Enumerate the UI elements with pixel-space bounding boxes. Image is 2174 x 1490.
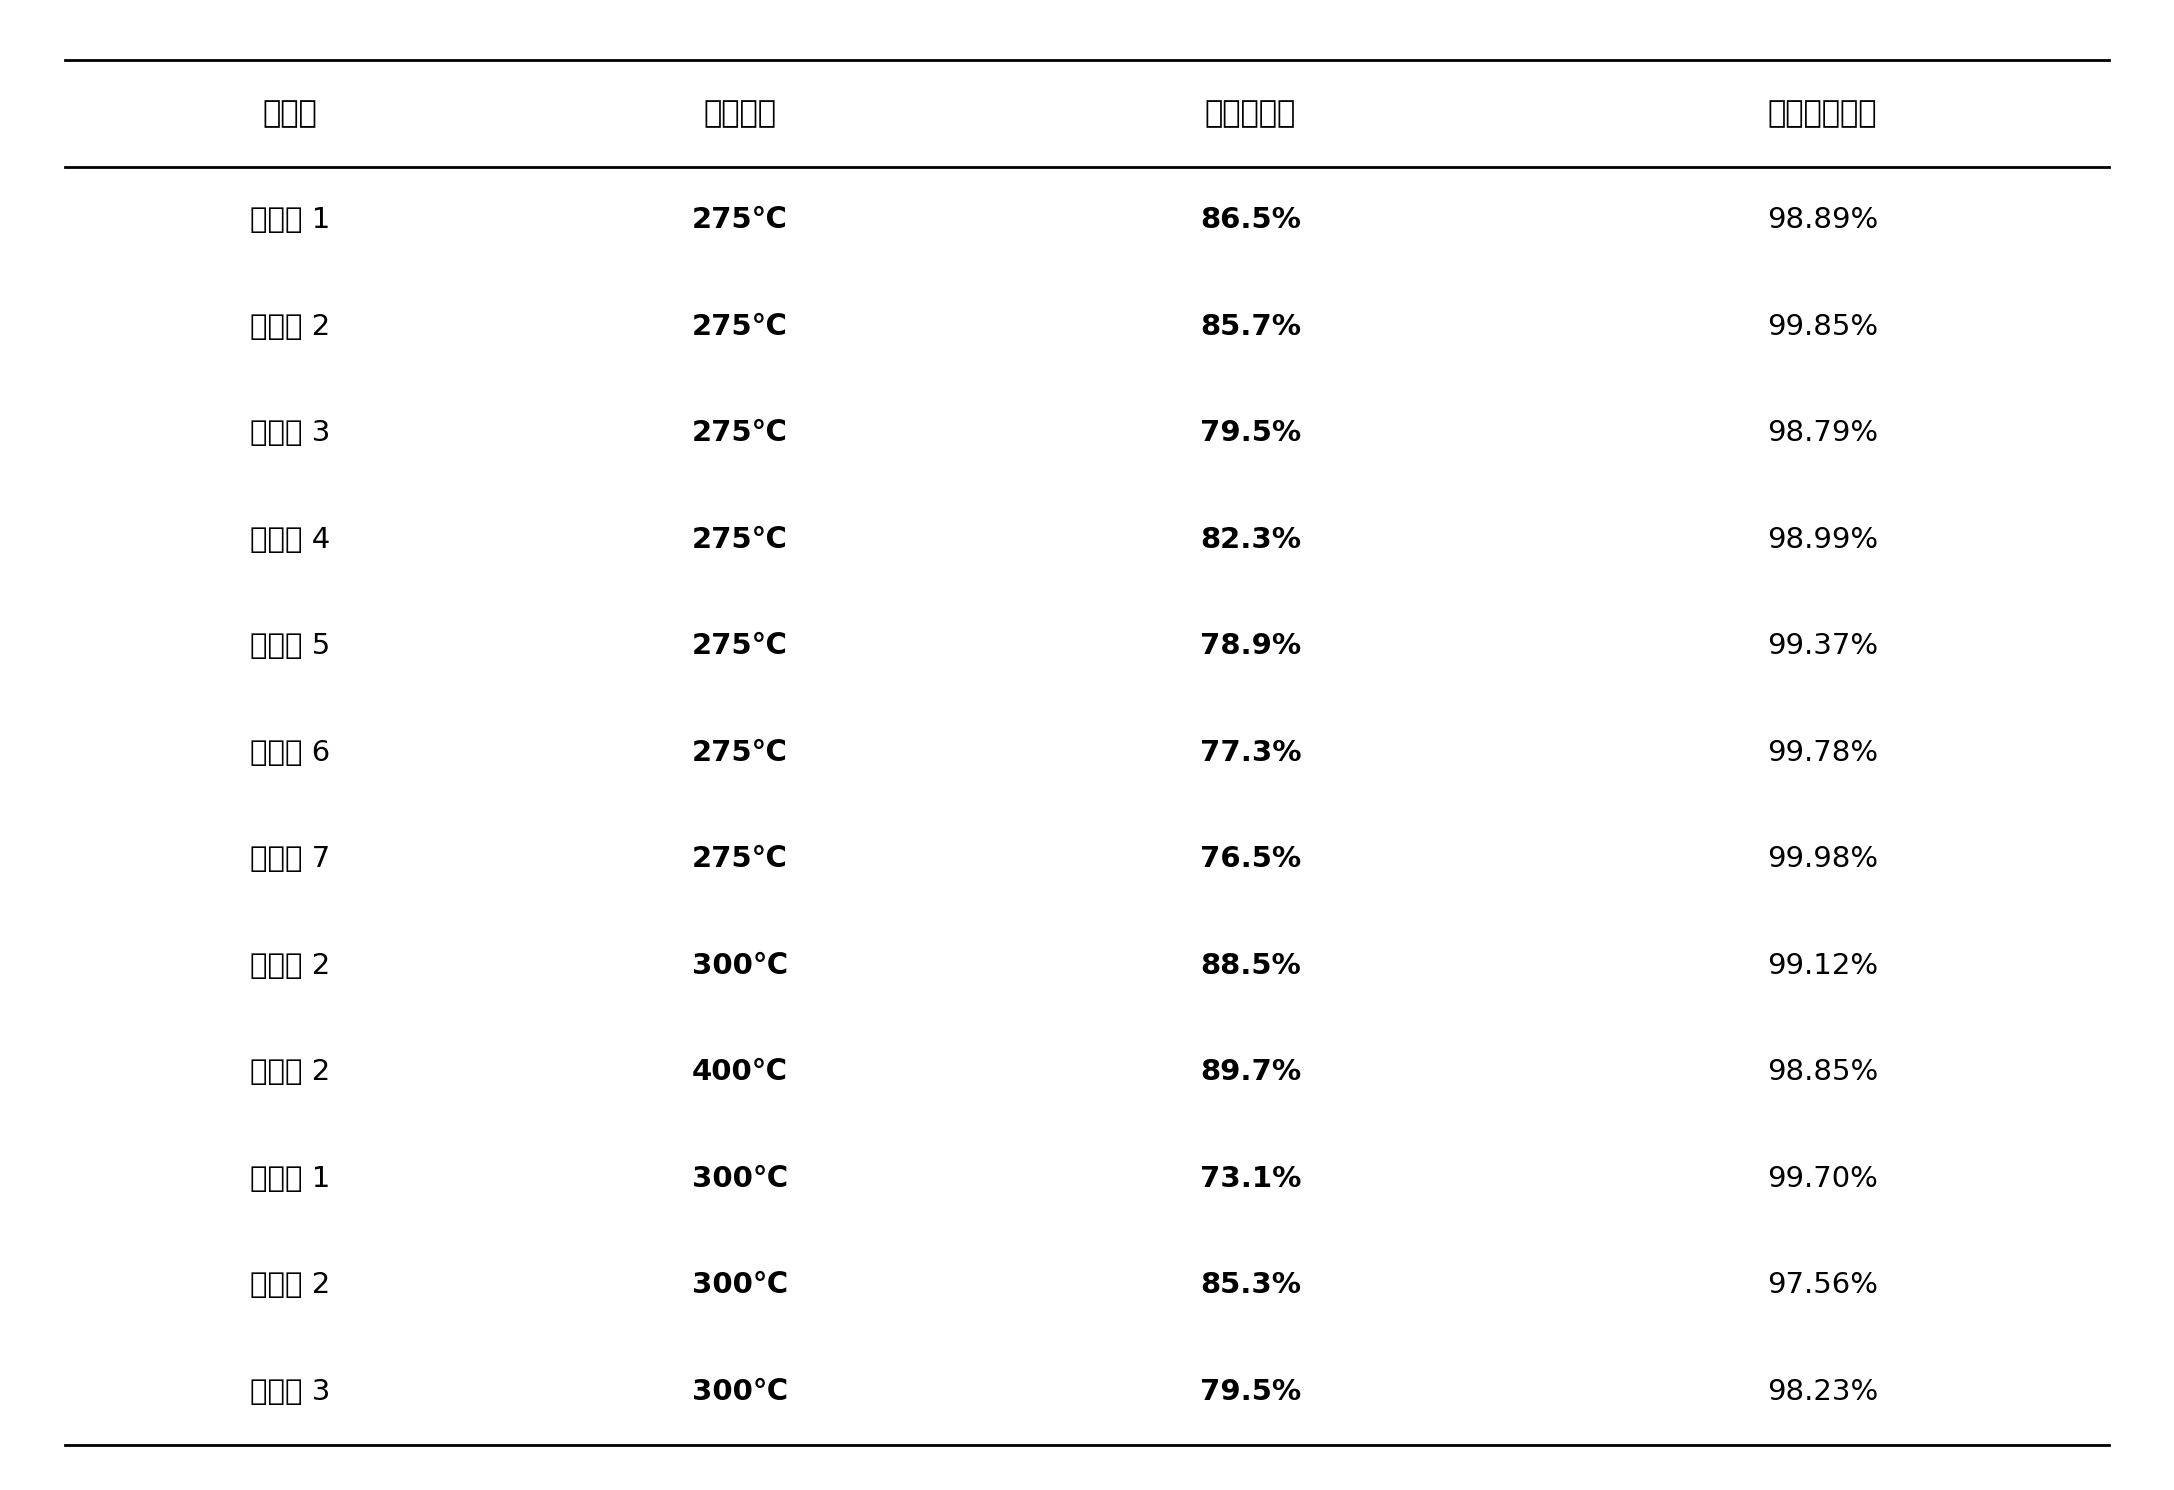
Text: 275℃: 275℃ bbox=[691, 313, 787, 341]
Text: 99.98%: 99.98% bbox=[1767, 845, 1878, 873]
Text: 实施例 5: 实施例 5 bbox=[250, 632, 330, 660]
Text: 二甲醚选择性: 二甲醚选择性 bbox=[1767, 98, 1878, 128]
Text: 反应温度: 反应温度 bbox=[702, 98, 776, 128]
Text: 催化剂: 催化剂 bbox=[263, 98, 317, 128]
Text: 275℃: 275℃ bbox=[691, 845, 787, 873]
Text: 97.56%: 97.56% bbox=[1767, 1271, 1878, 1299]
Text: 82.3%: 82.3% bbox=[1200, 526, 1300, 554]
Text: 85.7%: 85.7% bbox=[1200, 313, 1300, 341]
Text: 300℃: 300℃ bbox=[691, 1271, 787, 1299]
Text: 实施例 3: 实施例 3 bbox=[250, 419, 330, 447]
Text: 实施例 2: 实施例 2 bbox=[250, 1058, 330, 1086]
Text: 98.79%: 98.79% bbox=[1767, 419, 1878, 447]
Text: 99.12%: 99.12% bbox=[1767, 952, 1878, 980]
Text: 86.5%: 86.5% bbox=[1200, 206, 1300, 234]
Text: 275℃: 275℃ bbox=[691, 739, 787, 767]
Text: 98.89%: 98.89% bbox=[1767, 206, 1878, 234]
Text: 85.3%: 85.3% bbox=[1200, 1271, 1300, 1299]
Text: 79.5%: 79.5% bbox=[1200, 1378, 1300, 1407]
Text: 300℃: 300℃ bbox=[691, 1378, 787, 1407]
Text: 实施例 6: 实施例 6 bbox=[250, 739, 330, 767]
Text: 99.85%: 99.85% bbox=[1767, 313, 1878, 341]
Text: 88.5%: 88.5% bbox=[1200, 952, 1300, 980]
Text: 98.99%: 98.99% bbox=[1767, 526, 1878, 554]
Text: 300℃: 300℃ bbox=[691, 1165, 787, 1193]
Text: 98.85%: 98.85% bbox=[1767, 1058, 1878, 1086]
Text: 275℃: 275℃ bbox=[691, 206, 787, 234]
Text: 实施例 7: 实施例 7 bbox=[250, 845, 330, 873]
Text: 400℃: 400℃ bbox=[691, 1058, 787, 1086]
Text: 77.3%: 77.3% bbox=[1200, 739, 1302, 767]
Text: 275℃: 275℃ bbox=[691, 632, 787, 660]
Text: 79.5%: 79.5% bbox=[1200, 419, 1300, 447]
Text: 比较例 2: 比较例 2 bbox=[250, 1271, 330, 1299]
Text: 99.70%: 99.70% bbox=[1767, 1165, 1878, 1193]
Text: 99.37%: 99.37% bbox=[1767, 632, 1878, 660]
Text: 275℃: 275℃ bbox=[691, 419, 787, 447]
Text: 73.1%: 73.1% bbox=[1200, 1165, 1302, 1193]
Text: 275℃: 275℃ bbox=[691, 526, 787, 554]
Text: 比较例 1: 比较例 1 bbox=[250, 1165, 330, 1193]
Text: 实施例 2: 实施例 2 bbox=[250, 952, 330, 980]
Text: 实施例 4: 实施例 4 bbox=[250, 526, 330, 554]
Text: 比较例 3: 比较例 3 bbox=[250, 1378, 330, 1407]
Text: 甲醇转化率: 甲醇转化率 bbox=[1204, 98, 1296, 128]
Text: 76.5%: 76.5% bbox=[1200, 845, 1300, 873]
Text: 实施例 2: 实施例 2 bbox=[250, 313, 330, 341]
Text: 实施例 1: 实施例 1 bbox=[250, 206, 330, 234]
Text: 300℃: 300℃ bbox=[691, 952, 787, 980]
Text: 78.9%: 78.9% bbox=[1200, 632, 1300, 660]
Text: 89.7%: 89.7% bbox=[1200, 1058, 1300, 1086]
Text: 99.78%: 99.78% bbox=[1767, 739, 1878, 767]
Text: 98.23%: 98.23% bbox=[1767, 1378, 1878, 1407]
